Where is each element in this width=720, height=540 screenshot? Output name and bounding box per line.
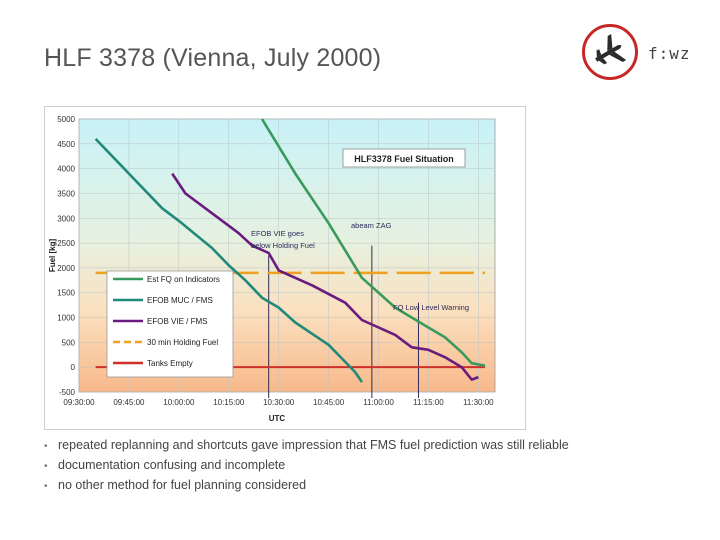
annotation-text: EFOB VIE goes	[251, 229, 304, 238]
x-tick-label: 10:30:00	[263, 398, 295, 407]
fuel-chart-svg: 5000450040003500300025002000150010005000…	[48, 115, 496, 423]
bullet-list: • repeated replanning and shortcuts gave …	[44, 436, 569, 496]
y-axis-label: Fuel [kg]	[48, 239, 57, 273]
y-tick-label: 0	[71, 363, 76, 372]
x-tick-label: 09:30:00	[63, 398, 95, 407]
bullet-item: • no other method for fuel planning consi…	[44, 478, 307, 492]
x-tick-label: 10:00:00	[163, 398, 195, 407]
legend-label: EFOB VIE / FMS	[147, 317, 207, 326]
slide-title: HLF 3378 (Vienna, July 2000)	[44, 44, 382, 72]
y-tick-label: -500	[59, 388, 76, 397]
legend-label: 30 min Holding Fuel	[147, 338, 218, 347]
airplane-icon	[582, 24, 638, 80]
x-tick-label: 11:30:00	[463, 398, 494, 407]
fuel-chart: 5000 4500 4000 3500 3000 2500 2000 1500 1000 500 0…	[44, 106, 526, 430]
chart-title-box	[342, 148, 466, 168]
legend-label: Tanks Empty	[147, 359, 193, 368]
bullet-item: • documentation confusing and incomplete	[44, 458, 286, 472]
annotation-text: abeam ZAG	[351, 221, 392, 230]
legend-box	[106, 270, 234, 378]
y-tick-label: 4500	[57, 140, 75, 149]
x-axis-label: UTC	[269, 414, 286, 423]
y-tick-label: 1000	[57, 314, 75, 323]
y-tick-label: 500	[62, 338, 76, 347]
y-tick-label: 5000	[57, 115, 75, 124]
x-tick-label: 11:00:00	[363, 398, 394, 407]
y-tick-label: 3500	[57, 189, 75, 198]
logo: f:wz	[582, 22, 704, 92]
bullet-item: • repeated replanning and shortcuts gave …	[44, 438, 569, 452]
x-tick-label: 10:45:00	[313, 398, 345, 407]
x-tick-label: 09:45:00	[113, 398, 145, 407]
chart-title: HLF3378 Fuel Situation	[354, 154, 454, 164]
logo-text: f:wz	[648, 44, 691, 63]
legend-label: Est FQ on Indicators	[147, 275, 220, 284]
y-tick-label: 3000	[57, 214, 75, 223]
y-tick-label: 1500	[57, 289, 75, 298]
y-tick-label: 4000	[57, 165, 75, 174]
annotation-text: FQ Low Level Warning	[393, 303, 469, 312]
y-tick-label: 2000	[57, 264, 75, 273]
series-line	[171, 172, 479, 381]
x-tick-label: 10:15:00	[213, 398, 245, 407]
series-line	[94, 137, 363, 383]
series-line	[260, 118, 486, 367]
x-tick-label: 11:15:00	[413, 398, 444, 407]
legend-label: EFOB MUC / FMS	[147, 296, 213, 305]
y-tick-label: 2500	[57, 239, 75, 248]
annotation-text: below Holding Fuel	[251, 241, 315, 250]
